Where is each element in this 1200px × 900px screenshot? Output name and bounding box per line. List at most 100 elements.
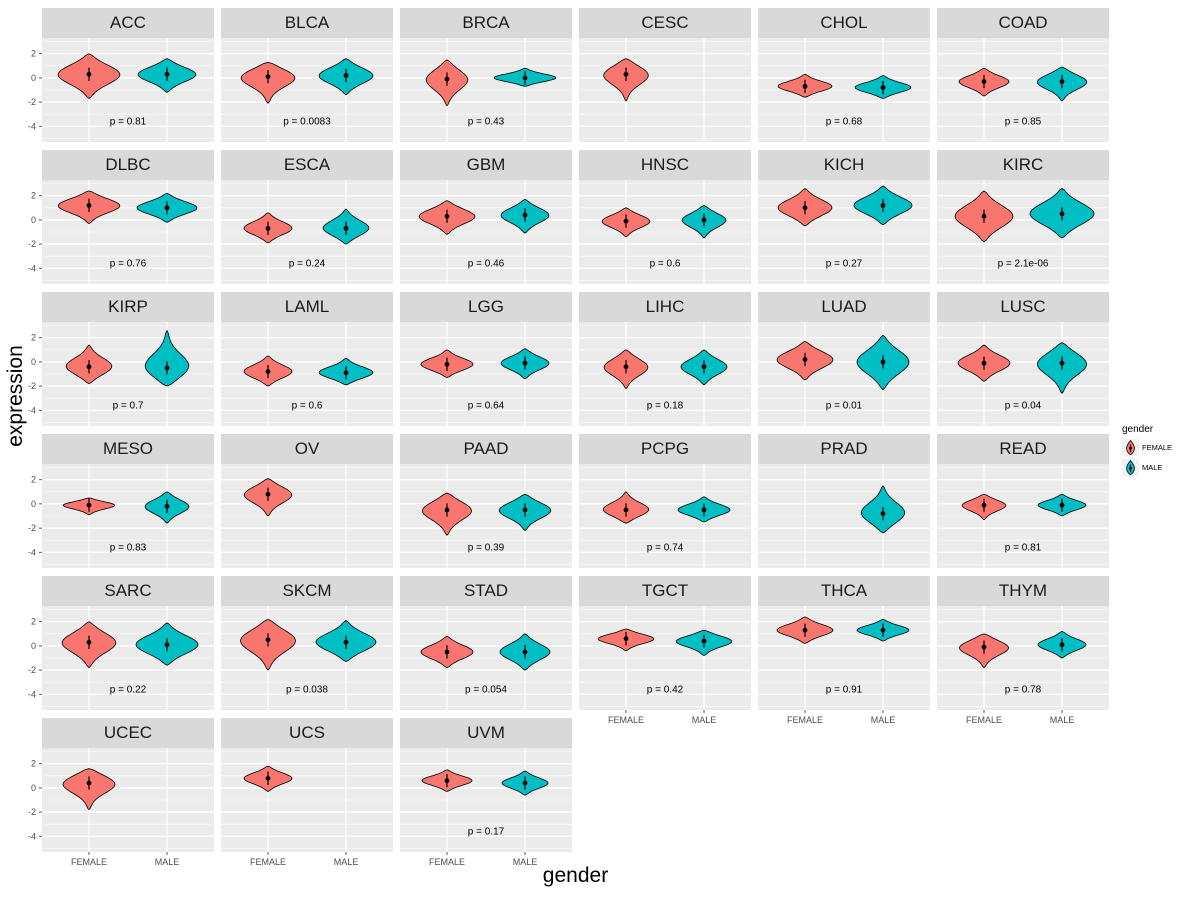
p-value-label: p = 0.74: [647, 542, 684, 553]
y-axis-title: expression: [4, 345, 27, 447]
facet-strip-label: DLBC: [42, 150, 214, 180]
p-value-label: p = 0.6: [292, 400, 323, 411]
facet-strip-label: MESO: [42, 434, 214, 464]
p-value-label: p = 0.7: [113, 400, 144, 411]
facet-strip-label: PRAD: [758, 434, 930, 464]
facet-dlbc: DLBC p = 0.76 2 0 -2 -4: [28, 150, 214, 284]
median-point-female: [981, 502, 987, 508]
p-value-label: p = 0.39: [468, 542, 505, 553]
y-tick-label: -4: [28, 263, 36, 273]
median-point-female: [623, 364, 629, 370]
p-value-label: p = 0.81: [1005, 542, 1042, 553]
y-tick-label: -4: [28, 547, 36, 557]
median-point-female: [981, 79, 987, 84]
median-point-female: [981, 213, 987, 219]
facet-strip-label: CESC: [579, 8, 751, 38]
p-value-label: p = 0.91: [826, 684, 863, 695]
p-value-label: p = 0.46: [468, 258, 505, 269]
median-point-female: [981, 644, 987, 650]
facet-strip-label: LIHC: [579, 292, 751, 322]
x-tick-label: MALE: [871, 715, 896, 725]
median-point-female: [86, 780, 92, 786]
facet-panel: p = 0.18: [579, 322, 751, 426]
facet-lgg: LGG p = 0.64: [400, 292, 572, 426]
y-tick-label: 2: [31, 475, 36, 485]
x-tick-label: FEMALE: [608, 715, 644, 725]
p-value-label: p = 0.22: [110, 684, 147, 695]
x-tick-label: MALE: [513, 857, 538, 867]
median-point-female: [444, 778, 450, 784]
y-tick-label: 0: [31, 783, 36, 793]
facet-lusc: LUSC p = 0.04: [937, 292, 1109, 426]
median-point-male: [343, 639, 349, 645]
median-point-female: [444, 213, 450, 219]
p-value-label: p = 0.27: [826, 258, 863, 269]
facet-panel: p = 0.76 2 0 -2 -4: [28, 180, 214, 284]
facet-chol: CHOL p = 0.68: [758, 8, 930, 142]
x-tick-label: FEMALE: [71, 857, 107, 867]
median-point-male: [164, 503, 170, 509]
median-point-male: [522, 212, 528, 218]
p-value-label: p = 0.18: [647, 400, 684, 411]
x-tick-label: MALE: [1050, 715, 1075, 725]
facet-kirc: KIRC p = 2.1e-06: [937, 150, 1109, 284]
facet-stad: STAD p = 0.054: [400, 576, 572, 710]
median-point-male: [522, 780, 528, 786]
facet-strip-label: ACC: [42, 8, 214, 38]
y-tick-label: -4: [28, 121, 36, 131]
facet-pcpg: PCPG p = 0.74: [579, 434, 751, 568]
facet-laml: LAML p = 0.6: [221, 292, 393, 426]
facet-uvm: UVM p = 0.17 FEMALE MALE: [400, 718, 572, 867]
p-value-label: p = 0.78: [1005, 684, 1042, 695]
median-point-male: [164, 365, 170, 371]
median-point-male: [701, 638, 707, 644]
legend: gender FEMALE MALE: [1122, 424, 1172, 479]
facet-strip-label: UVM: [400, 718, 572, 748]
y-tick-label: -2: [28, 381, 36, 391]
p-value-label: p = 0.0083: [283, 116, 331, 127]
median-point-female: [86, 364, 92, 370]
facet-prad: PRAD: [758, 434, 930, 568]
median-point-female: [623, 636, 629, 642]
facet-strip-label: BRCA: [400, 8, 572, 38]
median-point-female: [802, 83, 808, 89]
median-point-female: [265, 225, 271, 231]
y-tick-label: 2: [31, 49, 36, 59]
median-point-male: [343, 225, 349, 231]
facet-panel: p = 0.04: [937, 322, 1109, 426]
facet-ucs: UCS FEMALE MALE: [221, 718, 393, 867]
median-point-male: [880, 511, 886, 516]
median-point-male: [880, 202, 886, 208]
y-tick-label: 0: [31, 357, 36, 367]
p-value-label: p = 0.42: [647, 684, 684, 695]
facet-strip-label: KIRP: [42, 292, 214, 322]
median-point-male: [164, 205, 170, 211]
legend-entry-male: MALE: [1122, 459, 1172, 476]
median-point-male: [880, 359, 886, 365]
facet-strip-label: TGCT: [579, 576, 751, 606]
p-value-label: p = 0.038: [286, 684, 328, 695]
y-tick-label: -2: [28, 523, 36, 533]
median-point-female: [623, 71, 629, 77]
male-violin-key-icon: [1122, 459, 1139, 476]
facet-panel: p = 0.81: [937, 464, 1109, 568]
median-point-female: [86, 71, 92, 77]
facet-panel: [579, 38, 751, 142]
facet-panel: p = 0.64: [400, 322, 572, 426]
median-point-male: [701, 507, 707, 513]
p-value-label: p = 0.83: [110, 542, 147, 553]
y-tick-label: 0: [31, 215, 36, 225]
median-point-male: [701, 217, 707, 223]
facet-sarc: SARC p = 0.22 2 0 -2 -4: [28, 576, 214, 710]
y-tick-label: -4: [28, 689, 36, 699]
x-tick-label: FEMALE: [787, 715, 823, 725]
y-tick-label: -4: [28, 831, 36, 841]
p-value-label: p = 0.76: [110, 258, 147, 269]
median-point-female: [444, 507, 450, 513]
facet-strip-label: GBM: [400, 150, 572, 180]
median-point-female: [86, 202, 92, 208]
p-value-label: p = 0.64: [468, 400, 505, 411]
facet-strip-label: LAML: [221, 292, 393, 322]
facet-grid: ACC p = 0.81 2 0 -2 -4 BLCA p = 0.0083 BRCA p = 0…: [28, 8, 1109, 867]
